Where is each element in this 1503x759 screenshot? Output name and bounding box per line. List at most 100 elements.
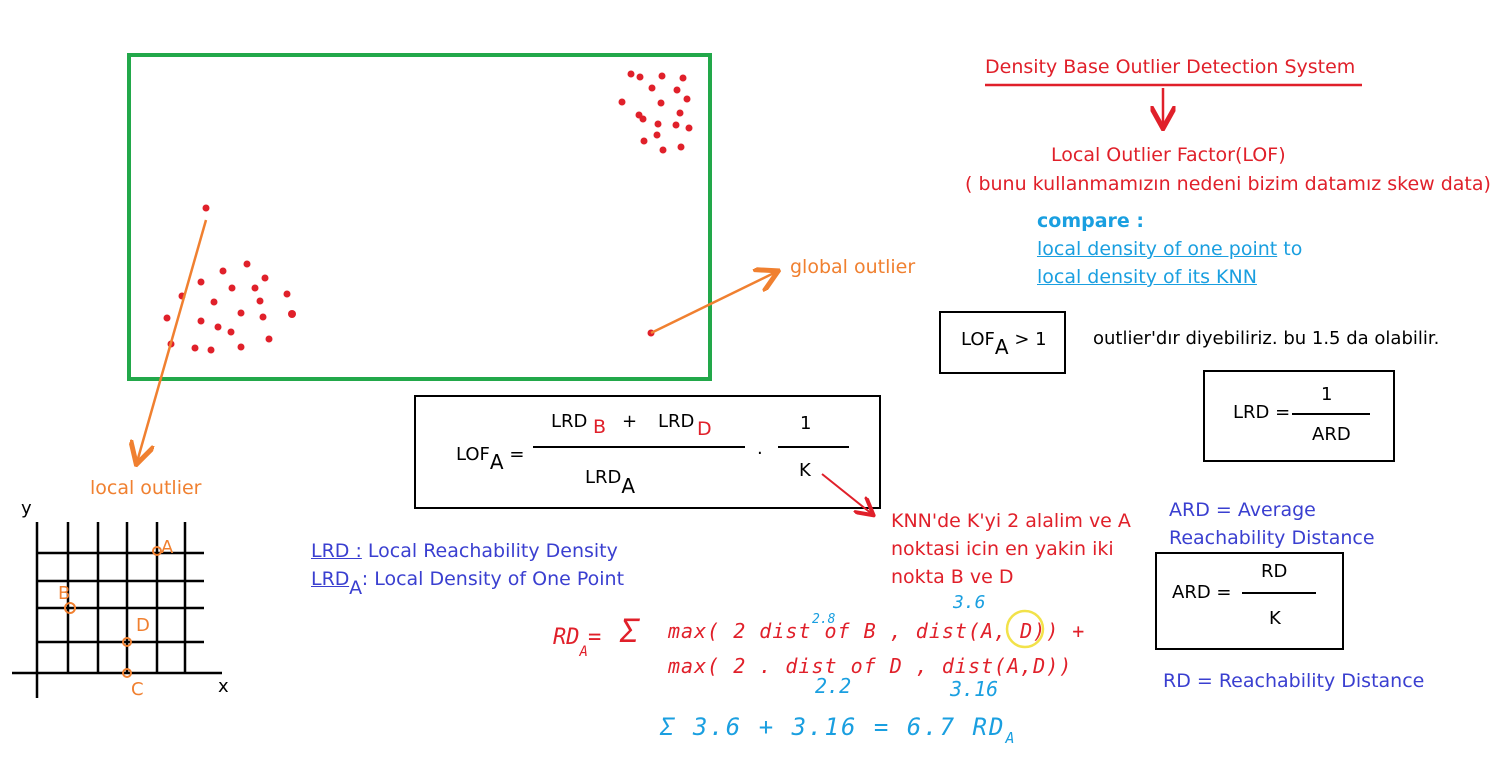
lrd-definition-text: Local Reachability Density	[367, 540, 618, 562]
data-point	[683, 95, 691, 103]
data-point	[640, 137, 648, 145]
knn-note-line-2: noktasi icin en yakin iki	[891, 538, 1114, 560]
hand-rd-lhs: RDA=	[553, 625, 601, 660]
compare-link-2[interactable]: local density of its KNN	[1037, 266, 1257, 288]
hand-rd-main: RD	[553, 625, 580, 650]
hand-note-b: 2.8	[812, 612, 836, 627]
data-point	[259, 313, 267, 321]
data-point	[191, 344, 199, 352]
data-point	[261, 274, 269, 282]
lof-rule-tail: > 1	[1014, 329, 1047, 350]
lof-formula-plus: +	[622, 411, 638, 432]
data-point	[237, 343, 245, 351]
lrd-abbr: LRD :	[311, 540, 362, 562]
ard-formula-lhs: ARD =	[1172, 582, 1232, 603]
hand-sum-sub: A	[1005, 729, 1017, 747]
lof-formula-lhs: LOFA =	[456, 443, 525, 473]
data-point	[243, 260, 251, 268]
data-point	[676, 109, 684, 117]
lof-formula-dot: .	[757, 438, 763, 459]
data-point	[202, 204, 210, 212]
lof-formula-lhs-main: LOF	[456, 444, 490, 465]
grid-label-a: A	[161, 537, 174, 558]
lrda-sub: A	[349, 577, 362, 599]
data-point	[639, 115, 647, 123]
local-outlier-label: local outlier	[90, 477, 202, 499]
lof-rule-sub: A	[994, 335, 1009, 359]
lof-formula-eq: =	[509, 444, 525, 465]
data-point	[228, 284, 236, 292]
lrda-definition: LRDA: Local Density of One Point	[311, 568, 624, 598]
lof-formula-denominator: LRDA	[585, 466, 635, 497]
data-point	[207, 346, 215, 354]
knn-note-line-1: KNN'de K'yi 2 alalim ve A	[891, 510, 1131, 532]
data-point	[653, 131, 661, 139]
data-point	[237, 309, 245, 317]
lof-formula-box	[414, 395, 881, 509]
data-point	[618, 98, 626, 106]
lof-formula-num-lrd-1: LRD	[551, 411, 588, 432]
data-point	[659, 146, 667, 154]
data-point	[636, 73, 644, 81]
lof-rule-expression: LOFA > 1	[961, 328, 1047, 358]
lof-reason: ( bunu kullanmamızın nedeni bizim datamı…	[965, 173, 1491, 195]
lof-formula-num-d: D	[697, 418, 712, 440]
compare-line-1: local density of one point to	[1037, 240, 1302, 259]
lrda-main: LRD	[311, 568, 350, 590]
data-point	[197, 317, 205, 325]
data-point	[219, 267, 227, 275]
cluster-bottom-left	[163, 204, 296, 354]
ard-definition-line-1: ARD = Average	[1169, 499, 1316, 521]
rd-definition: RD = Reachability Distance	[1163, 670, 1425, 692]
data-point	[654, 120, 662, 128]
data-point	[288, 310, 296, 318]
data-point	[256, 297, 264, 305]
compare-heading: compare :	[1037, 210, 1145, 232]
data-point	[283, 290, 291, 298]
data-point	[227, 328, 235, 336]
data-point	[658, 72, 666, 80]
grid-points	[64, 546, 162, 678]
data-point	[214, 323, 222, 331]
global-outlier-arrow	[650, 272, 776, 335]
data-point	[679, 74, 687, 82]
lof-formula-num-lrd-2: LRD	[658, 411, 695, 432]
data-point	[197, 278, 205, 286]
lrd-formula-numerator: 1	[1321, 384, 1333, 405]
hand-line-2: max( 2 . dist of D , dist(A,D))	[668, 654, 1073, 678]
knn-note-line-3: nokta B ve D	[891, 566, 1014, 588]
lof-formula-den-sub: A	[621, 474, 636, 498]
cluster-top-right	[618, 70, 693, 154]
data-point	[251, 284, 259, 292]
compare-link-1[interactable]: local density of one point	[1037, 238, 1278, 260]
knn-grid	[12, 522, 222, 698]
lof-rule-box	[939, 311, 1066, 374]
ard-formula-numerator: RD	[1261, 561, 1288, 582]
data-point	[163, 314, 171, 322]
hand-sigma: Σ	[620, 612, 640, 650]
scatter-frame	[127, 53, 712, 381]
grid-point-d	[122, 637, 132, 647]
global-outlier-label: global outlier	[790, 256, 916, 278]
data-point	[627, 70, 635, 78]
grid-point-c	[122, 668, 132, 678]
lof-formula-lhs-sub: A	[489, 450, 504, 474]
lof-title: Local Outlier Factor(LOF)	[1051, 144, 1286, 166]
hand-note-d: 2.2	[815, 674, 852, 698]
local-outlier-arrow	[137, 219, 208, 462]
data-point	[677, 143, 685, 151]
ard-definition-line-2: Reachability Distance	[1169, 527, 1375, 549]
lof-formula-k-numerator: 1	[800, 413, 812, 434]
data-point	[265, 335, 273, 343]
hand-line-1: max( 2 dist of B , dist(A, D)) +	[668, 619, 1086, 643]
grid-y-label: y	[21, 498, 32, 519]
lof-rule-text: outlier'dır diyebiliriz. bu 1.5 da olabi…	[1093, 328, 1440, 349]
hand-note-ad-top: 3.6	[953, 592, 986, 613]
data-point	[672, 121, 680, 129]
ard-formula-box	[1155, 552, 1344, 650]
compare-line-1-tail: to	[1283, 238, 1303, 260]
lof-formula-den-main: LRD	[585, 467, 622, 488]
grid-point-a	[152, 546, 162, 556]
data-point	[210, 298, 218, 306]
hand-rd-sub: A	[579, 644, 588, 660]
